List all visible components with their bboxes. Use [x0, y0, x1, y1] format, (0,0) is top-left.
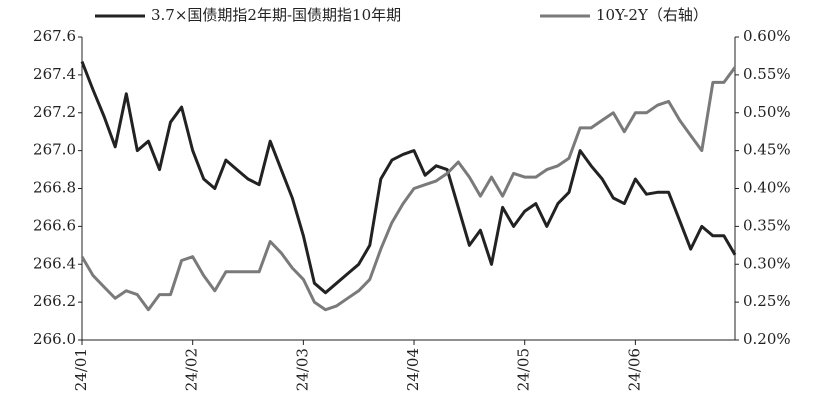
- y2-tick-label: 0.55%: [743, 65, 791, 83]
- y2-tick-label: 0.40%: [743, 179, 791, 197]
- legend-label: 10Y-2Y（右轴）: [596, 6, 708, 24]
- y2-tick-label: 0.45%: [743, 141, 791, 159]
- x-tick-label: 24/06: [625, 348, 643, 391]
- y2-tick-label: 0.60%: [743, 27, 791, 45]
- y-tick-label: 267.2: [33, 103, 76, 121]
- y-tick-label: 266.4: [33, 254, 76, 272]
- y-tick-label: 267.4: [33, 65, 76, 83]
- x-tick-label: 24/04: [404, 348, 422, 391]
- y2-tick-label: 0.35%: [743, 216, 791, 234]
- y-tick-label: 266.0: [33, 330, 76, 348]
- x-tick-label: 24/03: [293, 348, 311, 391]
- series-line: [80, 66, 737, 312]
- y2-tick-label: 0.50%: [743, 103, 791, 121]
- y-tick-label: 266.2: [33, 292, 76, 310]
- x-tick-label: 24/05: [515, 348, 533, 391]
- legend-label: 3.7×国债期指2年期-国债期指10年期: [151, 6, 401, 24]
- x-tick-label: 24/01: [72, 348, 90, 391]
- y-tick-label: 267.0: [33, 141, 76, 159]
- series-line: [80, 61, 737, 295]
- y-tick-label: 266.6: [33, 216, 76, 234]
- y-tick-label: 266.8: [33, 179, 76, 197]
- y2-tick-label: 0.20%: [743, 330, 791, 348]
- y2-tick-label: 0.25%: [743, 292, 791, 310]
- y-tick-label: 267.6: [33, 27, 76, 45]
- x-tick-label: 24/02: [183, 348, 201, 391]
- y2-tick-label: 0.30%: [743, 254, 791, 272]
